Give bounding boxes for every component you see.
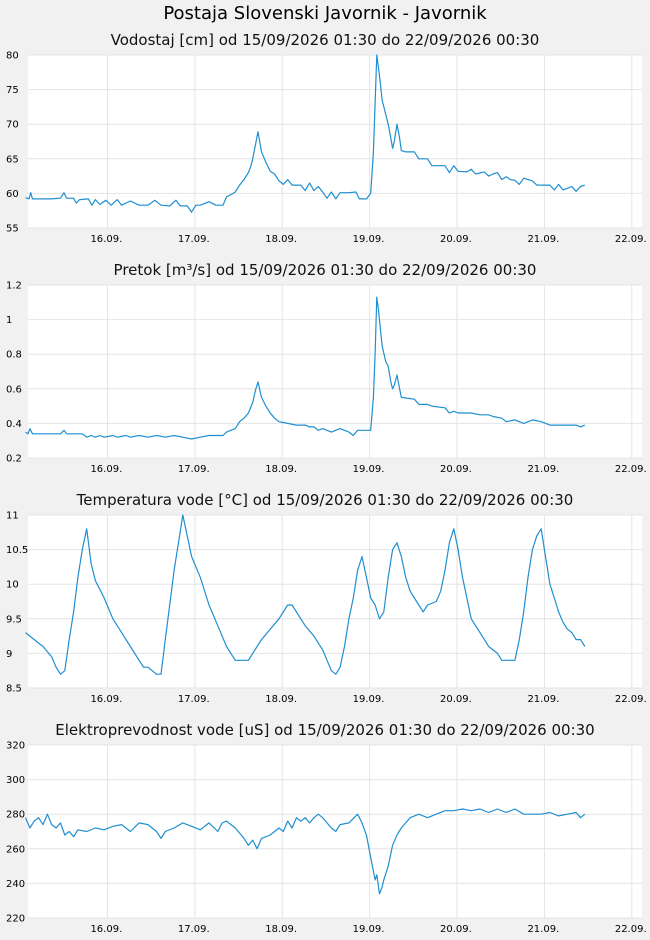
x-tick-label: 18.09. [265,234,297,245]
x-tick-label: 17.09. [178,234,210,245]
chart-title: Temperatura vode [°C] od 15/09/2026 01:3… [76,491,574,509]
y-tick-label: 9 [6,649,12,660]
y-tick-label: 320 [6,741,25,752]
y-tick-label: 1.2 [6,281,22,292]
y-tick-label: 75 [6,85,19,96]
plot-area [28,55,642,228]
x-tick-label: 17.09. [178,694,210,705]
y-tick-label: 70 [6,120,19,131]
page-title: Postaja Slovenski Javornik - Javornik [163,3,487,24]
x-tick-label: 17.09. [178,924,210,935]
y-tick-label: 0.4 [6,419,22,430]
x-tick-label: 21.09. [527,924,559,935]
chart-panel-2: 0.2 0.4 0.6 0.8 1 1.2 16.09. 17.09. 18.09. 19.09.… [6,261,647,475]
y-tick-label: 1 [6,315,12,326]
x-tick-label: 16.09. [90,694,122,705]
x-tick-label: 19.09. [353,694,385,705]
y-tick-label: 60 [6,189,19,200]
y-tick-label: 260 [6,844,25,855]
x-tick-label: 22.09. [615,694,647,705]
x-tick-label: 19.09. [353,234,385,245]
x-tick-label: 22.09. [615,924,647,935]
x-tick-label: 22.09. [615,234,647,245]
y-tick-label: 11 [6,511,19,522]
plot-area [28,515,642,688]
chart-title: Vodostaj [cm] od 15/09/2026 01:30 do 22/… [111,31,540,49]
chart-title: Elektroprevodnost vode [uS] od 15/09/202… [55,721,594,739]
x-tick-label: 16.09. [90,234,122,245]
y-tick-label: 8.5 [6,684,22,695]
y-tick-label: 55 [6,224,19,235]
chart-panel-1: 55 60 65 70 75 80 16.09. 17.09. 18.09. 19.09. 20.0… [6,31,647,245]
y-tick-label: 0.2 [6,454,22,465]
x-tick-label: 21.09. [527,694,559,705]
y-tick-label: 10 [6,580,19,591]
x-tick-label: 22.09. [615,464,647,475]
plot-area [28,285,642,458]
series-line [25,54,586,213]
x-tick-label: 20.09. [440,924,472,935]
series-line [25,296,586,440]
y-tick-label: 300 [6,775,25,786]
y-tick-label: 10.5 [6,545,28,556]
y-tick-label: 0.8 [6,350,22,361]
x-tick-label: 17.09. [178,464,210,475]
y-tick-label: 65 [6,154,19,165]
chart-panel-3: 8.5 9 9.5 10 10.5 11 16.09. 17.09. 18.09. 19.09. 2… [6,491,647,705]
series-line [25,514,586,675]
x-tick-label: 19.09. [353,924,385,935]
y-tick-label: 220 [6,914,25,925]
series-line [24,808,586,895]
x-tick-label: 18.09. [265,924,297,935]
x-tick-label: 20.09. [440,464,472,475]
chart-panel-4: 220 240 260 280 300 320 16.09. 17.09. 18.09. 19.0… [6,721,647,935]
x-tick-label: 20.09. [440,234,472,245]
x-tick-label: 16.09. [90,924,122,935]
chart-title: Pretok [m³/s] od 15/09/2026 01:30 do 22/… [114,261,537,279]
y-tick-label: 240 [6,879,25,890]
y-tick-label: 280 [6,810,25,821]
x-tick-label: 18.09. [265,464,297,475]
x-tick-label: 21.09. [527,464,559,475]
x-tick-label: 21.09. [527,234,559,245]
x-tick-label: 20.09. [440,694,472,705]
y-tick-label: 80 [6,51,19,62]
x-tick-label: 16.09. [90,464,122,475]
x-tick-label: 19.09. [353,464,385,475]
y-tick-label: 9.5 [6,614,22,625]
x-tick-label: 18.09. [265,694,297,705]
y-tick-label: 0.6 [6,384,22,395]
